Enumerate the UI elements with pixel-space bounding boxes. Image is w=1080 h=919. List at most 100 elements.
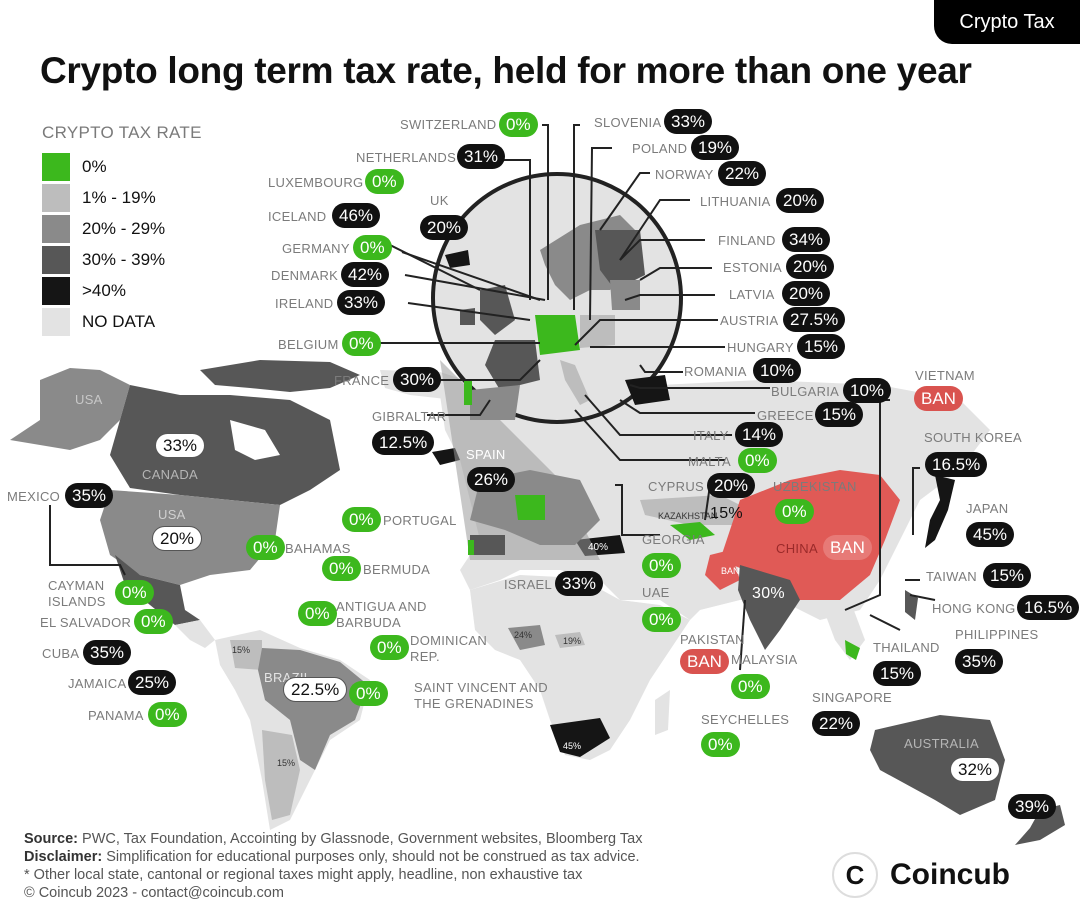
- legend-item-30-39: 30% - 39%: [42, 244, 202, 275]
- swatch-40plus: [42, 276, 70, 305]
- rate-seychelles: 0%: [701, 732, 740, 757]
- page-title: Crypto long term tax rate, held for more…: [40, 50, 972, 91]
- label-luxembourg: LUXEMBOURG: [268, 175, 364, 190]
- rate-brazil: 22.5%: [283, 677, 348, 702]
- rate-cyprus: 20%: [707, 473, 756, 498]
- rate-india: 30%: [752, 585, 785, 602]
- label-greece: GREECE: [757, 408, 814, 423]
- footer: Source: PWC, Tax Foundation, Accointing …: [24, 830, 642, 902]
- label-antigua-line2: BARBUDA: [336, 615, 401, 630]
- rate-singapore: 22%: [812, 711, 861, 736]
- label-uk: UK: [430, 193, 449, 208]
- label-belgium: BELGIUM: [278, 337, 339, 352]
- rate-turkey: 40%: [588, 542, 609, 553]
- label-philippines: PHILIPPINES: [955, 627, 1039, 642]
- swatch-20-29: [42, 214, 70, 243]
- label-kazakhstan: KAZAKHSTAN: [658, 511, 718, 521]
- rate-switzerland: 0%: [499, 112, 538, 137]
- rate-greece: 15%: [815, 402, 864, 427]
- rate-romania: 10%: [753, 358, 802, 383]
- label-pakistan: PAKISTAN: [680, 632, 745, 647]
- label-poland: POLAND: [632, 141, 688, 156]
- rate-germany: 0%: [353, 235, 392, 260]
- rate-austria: 27.5%: [783, 307, 846, 332]
- label-antigua-line1: ANTIGUA AND: [336, 599, 427, 614]
- label-italy: ITALY: [693, 428, 729, 443]
- label-bahamas: BAHAMAS: [285, 541, 351, 556]
- rate-argentina: 15%: [277, 758, 296, 768]
- swatch-0pct: [42, 152, 70, 181]
- label-ireland: IRELAND: [275, 296, 334, 311]
- rate-mexico: 35%: [65, 483, 114, 508]
- rate-new-zealand: 39%: [1008, 794, 1057, 819]
- brand-name: Coincub: [890, 858, 1010, 891]
- rate-bahamas: 0%: [246, 535, 285, 560]
- legend-item-0: 0%: [42, 151, 202, 182]
- rate-south-africa: 45%: [563, 741, 582, 751]
- rate-antigua: 0%: [298, 601, 337, 626]
- label-usa: USA: [158, 507, 186, 522]
- rate-gibraltar: 12.5%: [372, 430, 435, 455]
- rate-japan: 45%: [966, 522, 1015, 547]
- rate-panama: 0%: [148, 702, 187, 727]
- rate-portugal: 0%: [342, 507, 381, 532]
- rate-dominican: 0%: [370, 635, 409, 660]
- label-israel: ISRAEL: [504, 577, 553, 592]
- coincub-c-icon: C: [832, 852, 878, 898]
- label-cayman-line1: CAYMAN: [48, 578, 105, 593]
- rate-belgium: 0%: [342, 331, 381, 356]
- label-taiwan: TAIWAN: [926, 569, 977, 584]
- rate-lithuania: 20%: [776, 188, 825, 213]
- label-el-salvador: EL SALVADOR: [40, 615, 132, 630]
- rate-israel: 33%: [555, 571, 604, 596]
- rate-colombia: 15%: [232, 645, 251, 655]
- rate-cuba: 35%: [83, 640, 132, 665]
- crypto-tax-tag: Crypto Tax: [934, 0, 1080, 44]
- rate-hungary: 15%: [797, 334, 846, 359]
- label-germany: GERMANY: [282, 241, 350, 256]
- rate-bulgaria: 10%: [843, 378, 892, 403]
- rate-poland: 19%: [691, 135, 740, 160]
- rate-italy: 14%: [735, 422, 784, 447]
- rate-nigeria: 24%: [514, 630, 533, 640]
- rate-taiwan: 15%: [983, 563, 1032, 588]
- label-norway: NORWAY: [655, 167, 714, 182]
- label-panama: PANAMA: [88, 708, 144, 723]
- legend-item-40plus: >40%: [42, 275, 202, 306]
- label-uae: UAE: [642, 585, 670, 600]
- rate-latvia: 20%: [782, 281, 831, 306]
- label-seychelles: SEYCHELLES: [701, 712, 790, 727]
- rate-hong-kong: 16.5%: [1017, 595, 1080, 620]
- swatch-1-19: [42, 183, 70, 212]
- label-austria: AUSTRIA: [720, 313, 779, 328]
- note-line: * Other local state, cantonal or regiona…: [24, 867, 583, 883]
- label-south-korea: SOUTH KOREA: [924, 430, 1022, 445]
- rate-denmark: 42%: [341, 262, 390, 287]
- label-saint-vincent-line2: THE GRENADINES: [414, 696, 534, 711]
- rate-kazakhstan: 15%: [710, 505, 743, 522]
- disclaimer-line: Disclaimer: Simplification for education…: [24, 849, 640, 865]
- label-canada: CANADA: [142, 467, 198, 482]
- label-australia: AUSTRALIA: [904, 736, 979, 751]
- label-usa-alaska: USA: [75, 392, 103, 407]
- rate-ireland: 33%: [337, 290, 386, 315]
- rate-uzbekistan: 0%: [775, 499, 814, 524]
- label-netherlands: NETHERLANDS: [356, 150, 457, 165]
- legend-item-20-29: 20% - 29%: [42, 213, 202, 244]
- label-denmark: DENMARK: [271, 268, 339, 283]
- legend-title: CRYPTO TAX RATE: [42, 123, 202, 142]
- source-line: Source: PWC, Tax Foundation, Accointing …: [24, 831, 643, 847]
- label-spain: SPAIN: [466, 447, 506, 462]
- rate-netherlands: 31%: [457, 144, 506, 169]
- label-slovenia: SLOVENIA: [594, 115, 662, 130]
- coincub-logo: C Coincub: [832, 852, 1010, 898]
- rate-norway: 22%: [718, 161, 767, 186]
- rate-philippines: 35%: [955, 649, 1004, 674]
- label-france: FRANCE: [334, 373, 390, 388]
- label-vietnam: VIETNAM: [915, 368, 975, 383]
- label-switzerland: SWITZERLAND: [400, 117, 497, 132]
- rate-malta: 0%: [738, 448, 777, 473]
- label-dominican-line1: DOMINICAN: [410, 633, 488, 648]
- label-bermuda: BERMUDA: [363, 562, 431, 577]
- rate-malaysia: 0%: [731, 674, 770, 699]
